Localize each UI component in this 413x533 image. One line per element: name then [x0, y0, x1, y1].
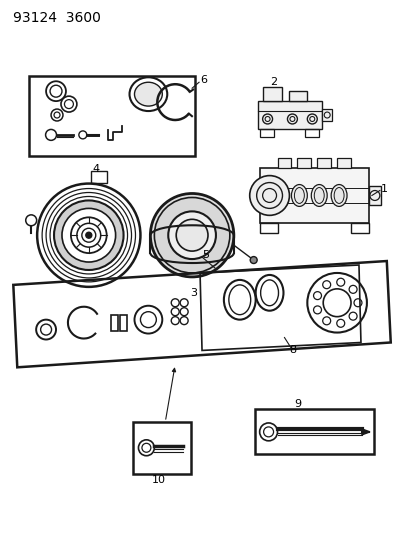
Text: 2: 2	[270, 77, 277, 87]
Bar	[316, 158, 330, 168]
Circle shape	[168, 212, 216, 259]
Ellipse shape	[311, 184, 326, 206]
Ellipse shape	[330, 184, 346, 206]
Text: 9: 9	[294, 399, 301, 409]
Circle shape	[154, 197, 229, 273]
Circle shape	[54, 200, 123, 270]
Circle shape	[62, 208, 115, 262]
Circle shape	[176, 219, 207, 251]
Bar	[259, 223, 277, 233]
Bar	[119, 314, 126, 330]
Circle shape	[249, 256, 256, 263]
Bar	[321, 109, 331, 121]
Bar	[110, 314, 117, 330]
Bar	[259, 129, 273, 137]
Text: 10: 10	[151, 474, 165, 484]
Bar	[277, 158, 291, 168]
Bar	[133, 422, 191, 474]
Bar	[254, 409, 373, 454]
Bar	[259, 168, 368, 223]
Text: 1: 1	[380, 183, 387, 193]
Polygon shape	[361, 429, 369, 435]
Bar	[350, 223, 368, 233]
Bar	[368, 185, 380, 205]
Bar	[90, 171, 107, 183]
Text: 4: 4	[93, 164, 100, 174]
Text: 8: 8	[289, 345, 296, 356]
Ellipse shape	[271, 184, 287, 206]
Text: 93124  3600: 93124 3600	[13, 11, 101, 25]
Ellipse shape	[291, 184, 306, 206]
Text: 6: 6	[199, 75, 206, 85]
Bar	[29, 76, 195, 156]
Circle shape	[249, 175, 289, 215]
Bar	[289, 91, 306, 101]
Bar	[297, 158, 311, 168]
Bar	[257, 101, 321, 129]
Text: 5: 5	[202, 250, 209, 260]
Ellipse shape	[294, 188, 304, 204]
Ellipse shape	[134, 82, 162, 106]
Ellipse shape	[313, 188, 323, 204]
Bar	[305, 129, 318, 137]
Text: 3: 3	[190, 288, 197, 298]
Bar	[336, 158, 350, 168]
Ellipse shape	[333, 188, 343, 204]
Ellipse shape	[274, 188, 284, 204]
Bar	[262, 87, 282, 101]
Circle shape	[85, 232, 92, 238]
Circle shape	[150, 193, 233, 277]
